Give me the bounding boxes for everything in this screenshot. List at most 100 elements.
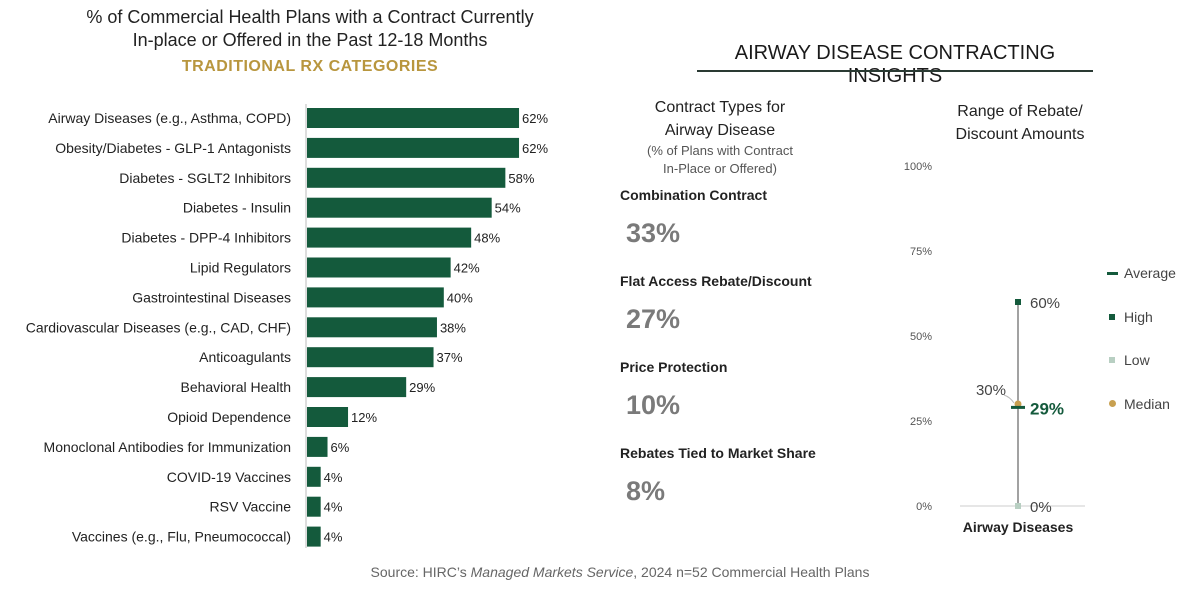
legend-label: Average — [1124, 265, 1176, 281]
low-marker — [1015, 503, 1021, 509]
bar-value-label: 58% — [508, 171, 534, 186]
category-label: Cardiovascular Diseases (e.g., CAD, CHF) — [26, 319, 291, 335]
bar — [307, 167, 506, 188]
bar-value-label: 37% — [437, 350, 463, 365]
contract-types-note-line2: In-Place or Offered) — [663, 161, 777, 176]
category-label: Anticoagulants — [199, 349, 291, 365]
contract-types-note-line1: (% of Plans with Contract — [647, 143, 793, 158]
category-label: Diabetes - SGLT2 Inhibitors — [119, 170, 291, 186]
contract-type-value: 27% — [626, 304, 681, 334]
bar-value-label: 38% — [440, 320, 466, 335]
source-prefix: Source: HIRC’s — [370, 564, 471, 580]
bar-value-label: 62% — [522, 111, 548, 126]
bar — [307, 287, 444, 308]
category-label: Opioid Dependence — [167, 409, 291, 425]
median-marker — [1014, 400, 1022, 408]
contract-type-label: Combination Contract — [620, 187, 767, 203]
bar-value-label: 40% — [447, 290, 473, 305]
bar-value-label: 4% — [324, 500, 343, 515]
category-label: Vaccines (e.g., Flu, Pneumococcal) — [72, 529, 291, 545]
bar — [307, 137, 520, 158]
contract-types-note: (% of Plans with Contract In-Place or Of… — [615, 142, 825, 178]
source-italic: Managed Markets Service — [470, 564, 634, 580]
y-tick-label: 0% — [916, 501, 932, 513]
bar-value-label: 29% — [409, 380, 435, 395]
contract-types-heading: Contract Types for Airway Disease — [615, 96, 825, 142]
category-label: RSV Vaccine — [210, 499, 292, 515]
contract-type-label: Rebates Tied to Market Share — [620, 445, 816, 461]
range-legend: Average High Low Median — [1105, 262, 1176, 436]
bar-value-label: 62% — [522, 141, 548, 156]
bar-chart-title: % of Commercial Health Plans with a Cont… — [0, 6, 620, 52]
bar — [307, 197, 492, 218]
bar-chart-subtitle: TRADITIONAL RX CATEGORIES — [181, 58, 439, 75]
category-label: Airway Diseases (e.g., Asthma, COPD) — [48, 110, 291, 126]
bar — [307, 377, 407, 398]
legend-label: Low — [1124, 352, 1150, 368]
bar-chart-title-line1: % of Commercial Health Plans with a Cont… — [86, 7, 534, 27]
contract-type-label: Price Protection — [620, 359, 728, 375]
low-value-label: 0% — [1030, 499, 1052, 516]
legend-label: Median — [1124, 395, 1170, 412]
average-value-label: 29% — [1030, 399, 1064, 418]
category-label: Lipid Regulators — [190, 260, 291, 276]
contract-type-value: 10% — [626, 390, 681, 420]
contract-type-value: 8% — [626, 476, 666, 506]
insights-title-underline — [697, 70, 1093, 72]
source-suffix: , 2024 n=52 Commercial Health Plans — [633, 564, 870, 580]
bar-value-label: 54% — [495, 201, 521, 216]
bar — [307, 257, 451, 278]
legend-item-average: Average — [1105, 262, 1176, 284]
y-tick-label: 100% — [904, 161, 932, 173]
category-label: COVID-19 Vaccines — [167, 469, 291, 485]
category-label: Obesity/Diabetes - GLP-1 Antagonists — [55, 140, 291, 156]
category-label: Diabetes - Insulin — [183, 200, 291, 216]
range-chart-heading-line2: Discount Amounts — [955, 126, 1085, 143]
bar-value-label: 12% — [351, 410, 377, 425]
bar-value-label: 42% — [454, 261, 480, 276]
range-chart: 0% 25% 50% 75% 100% 60% 0% 30% 29% Airway Disease… — [904, 161, 1085, 535]
source-note: Source: HIRC’s Managed Markets Service, … — [0, 564, 1198, 580]
bar — [307, 317, 437, 338]
legend-item-high: High — [1105, 306, 1176, 328]
bar — [307, 108, 520, 128]
bar — [307, 407, 349, 427]
average-marker — [1011, 405, 1025, 409]
high-marker — [1015, 299, 1021, 305]
bar-value-label: 6% — [331, 440, 350, 455]
y-tick-label: 75% — [910, 246, 932, 258]
low-marker-icon — [1105, 357, 1119, 363]
bar — [307, 526, 321, 547]
bar — [307, 227, 472, 248]
category-label: Gastrointestinal Diseases — [132, 289, 291, 305]
contract-types-heading-line2: Airway Disease — [664, 122, 776, 139]
median-leader-line — [1003, 394, 1015, 404]
category-label: Diabetes - DPP-4 Inhibitors — [121, 230, 291, 246]
bar — [307, 496, 321, 517]
median-value-label: 30% — [976, 382, 1006, 399]
bar-chart: Airway Diseases (e.g., Asthma, COPD) 62% O… — [26, 104, 548, 548]
bar — [307, 466, 321, 487]
y-tick-label: 50% — [910, 331, 932, 343]
average-marker-icon — [1105, 271, 1119, 275]
bar — [307, 347, 434, 368]
high-marker-icon — [1105, 313, 1119, 320]
range-chart-heading-line1: Range of Rebate/ — [957, 103, 1083, 120]
y-tick-label: 25% — [910, 416, 932, 428]
bar-chart-title-line2: In-place or Offered in the Past 12-18 Mo… — [132, 30, 488, 50]
legend-label: High — [1124, 308, 1153, 325]
x-category-label: Airway Diseases — [963, 519, 1074, 535]
bar-value-label: 48% — [474, 231, 500, 246]
contract-type-value: 33% — [626, 218, 681, 248]
legend-item-median: Median — [1105, 393, 1176, 415]
insights-title: AIRWAY DISEASE CONTRACTING INSIGHTS — [734, 42, 1056, 87]
bar-value-label: 4% — [324, 470, 343, 485]
contract-types-heading-line1: Contract Types for — [654, 99, 786, 116]
median-marker-icon — [1105, 400, 1119, 407]
category-label: Behavioral Health — [180, 379, 291, 395]
contract-type-label: Flat Access Rebate/Discount — [620, 273, 812, 289]
high-value-label: 60% — [1030, 295, 1060, 312]
category-label: Monoclonal Antibodies for Immunization — [44, 439, 291, 455]
legend-item-low: Low — [1105, 349, 1176, 371]
bar-value-label: 4% — [324, 530, 343, 545]
